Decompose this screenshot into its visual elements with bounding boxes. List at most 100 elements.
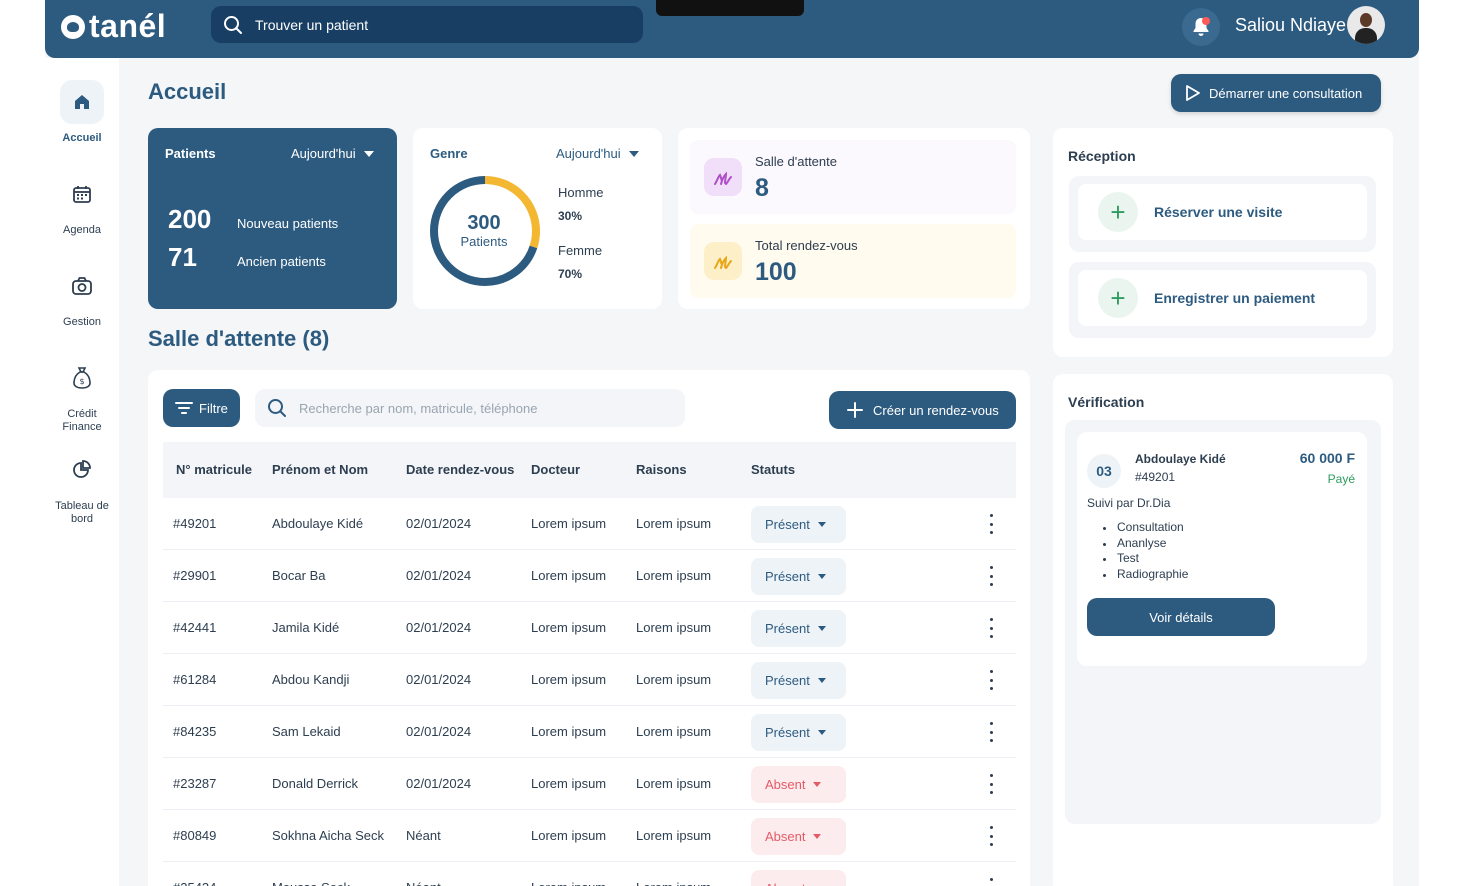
table-search-input[interactable]	[299, 400, 679, 416]
service-item: Consultation	[1101, 520, 1188, 536]
table-row[interactable]: #42441 Jamila Kidé 02/01/2024 Lorem ipsum Lo…	[163, 602, 1016, 654]
cell-matricule: #42441	[173, 620, 217, 635]
cell-name: Abdou Kandji	[272, 672, 350, 687]
table-row[interactable]: #25424 Moussa Seck Néant Lorem ipsum Lorem i…	[163, 862, 1016, 886]
cell-reason: Lorem ipsum	[636, 620, 712, 635]
sidebar: Accueil Agenda Gestion $ Crédit Finance …	[45, 58, 119, 886]
filter-button[interactable]: Filtre	[163, 389, 240, 427]
notifications-button[interactable]	[1182, 8, 1220, 46]
patients-period-select[interactable]: Aujourd'hui	[291, 146, 374, 161]
patients-card-title: Patients	[165, 146, 216, 161]
cell-doctor: Lorem ipsum	[531, 776, 607, 791]
sidebar-item-credit-finance[interactable]: $ Crédit Finance	[45, 356, 119, 434]
logo[interactable]: tanél	[61, 8, 166, 45]
sidebar-item-gestion[interactable]: Gestion	[45, 264, 119, 328]
column-header[interactable]: N° matricule	[176, 462, 253, 477]
verification-title: Vérification	[1068, 394, 1145, 410]
sidebar-item-agenda[interactable]: Agenda	[45, 172, 119, 236]
column-header[interactable]: Prénom et Nom	[272, 462, 369, 477]
cell-name: Jamila Kidé	[272, 620, 340, 635]
cell-matricule: #25424	[173, 880, 216, 886]
table-row[interactable]: #80849 Sokhna Aicha Seck Néant Lorem ipsum L…	[163, 810, 1016, 862]
table-row[interactable]: #23287 Donald Derrick 02/01/2024 Lorem ipsu…	[163, 758, 1016, 810]
sidebar-item-agenda-box	[60, 172, 104, 216]
avatar-body	[1355, 28, 1377, 44]
filter-icon	[175, 402, 193, 414]
column-header[interactable]: Raisons	[636, 462, 687, 477]
status-label: Absent	[765, 881, 805, 886]
cell-date: Néant	[406, 880, 441, 886]
old-patients-label: Ancien patients	[237, 254, 326, 269]
plus-icon: +	[1098, 192, 1138, 232]
sidebar-item-tableau-de-bord[interactable]: Tableau de bord	[45, 448, 119, 526]
verification-panel: 03 Abdoulaye Kidé #49201 60 000 F Payé S…	[1065, 420, 1381, 824]
more-options-icon[interactable]	[987, 722, 995, 742]
donut-arc-male	[430, 176, 540, 286]
register-payment-button[interactable]: + Enregistrer un paiement	[1078, 270, 1367, 326]
more-options-icon[interactable]	[987, 878, 995, 886]
patient-search-placeholder: Trouver un patient	[255, 16, 369, 33]
view-details-button[interactable]: Voir détails	[1087, 598, 1275, 636]
book-visit-button[interactable]: + Réserver une visite	[1078, 184, 1367, 240]
status-dropdown[interactable]: Absent	[751, 870, 846, 886]
donut-total-label: Patients	[460, 234, 508, 249]
appointments-stat: Total rendez-vous 100	[690, 224, 1016, 298]
table-row[interactable]: #29901 Bocar Ba 02/01/2024 Lorem ipsum Lorem…	[163, 550, 1016, 602]
sidebar-item-label: Accueil	[62, 132, 102, 144]
page-title: Accueil	[148, 79, 227, 104]
status-dropdown[interactable]: Présent	[751, 610, 846, 647]
status-dropdown[interactable]: Absent	[751, 818, 846, 855]
male-percent: 30%	[558, 209, 583, 223]
appointments-stat-icon-box	[704, 242, 742, 280]
sidebar-item-gestion-box	[60, 264, 104, 308]
patient-id: #49201	[1135, 470, 1176, 484]
cell-date: 02/01/2024	[406, 776, 472, 791]
logo-text: tanél	[89, 8, 167, 44]
status-label: Présent	[765, 517, 810, 532]
caret-down-icon	[628, 150, 639, 157]
status-label: Absent	[765, 777, 806, 792]
cell-name: Bocar Ba	[272, 568, 326, 583]
start-consultation-button[interactable]: Démarrer une consultation	[1171, 74, 1381, 112]
caret-down-icon	[817, 574, 826, 579]
caret-down-icon	[363, 150, 374, 157]
create-appointment-button[interactable]: Créer un rendez-vous	[829, 391, 1016, 429]
status-dropdown[interactable]: Absent	[751, 766, 846, 803]
more-options-icon[interactable]	[987, 566, 995, 586]
column-header[interactable]: Docteur	[531, 462, 581, 477]
table-row[interactable]: #84235 Sam Lekaid 02/01/2024 Lorem ipsum Lor…	[163, 706, 1016, 758]
male-label: Homme	[558, 185, 604, 200]
table-search[interactable]	[255, 389, 685, 427]
old-patients-count: 71	[168, 242, 197, 272]
status-dropdown[interactable]: Présent	[751, 662, 846, 699]
more-options-icon[interactable]	[987, 514, 995, 534]
status-dropdown[interactable]: Présent	[751, 506, 846, 543]
caret-down-icon	[813, 782, 822, 787]
genre-card-title: Genre	[430, 146, 468, 161]
status-dropdown[interactable]: Présent	[751, 558, 846, 595]
sidebar-item-label: Agenda	[63, 224, 101, 236]
avatar[interactable]	[1347, 6, 1385, 44]
table-row[interactable]: #61284 Abdou Kandji 02/01/2024 Lorem ipsum L…	[163, 654, 1016, 706]
more-options-icon[interactable]	[987, 774, 995, 794]
more-options-icon[interactable]	[987, 670, 995, 690]
appointments-label: Total rendez-vous	[755, 238, 858, 253]
reception-card: Réception + Réserver une visite + Enregi…	[1053, 128, 1393, 357]
waiting-room-title: Salle d'attente (8)	[148, 326, 330, 351]
more-options-icon[interactable]	[987, 618, 995, 638]
payment-amount: 60 000 F	[1299, 450, 1355, 466]
patient-search[interactable]: Trouver un patient	[211, 6, 643, 43]
column-header[interactable]: Date rendez-vous	[406, 462, 515, 477]
more-options-icon[interactable]	[987, 826, 995, 846]
column-header[interactable]: Statuts	[751, 462, 796, 477]
cell-doctor: Lorem ipsum	[531, 880, 606, 886]
genre-period-select[interactable]: Aujourd'hui	[556, 146, 639, 161]
table-row[interactable]: #49201 Abdoulaye Kidé 02/01/2024 Lorem ipsu…	[163, 498, 1016, 550]
cell-name: Sam Lekaid	[272, 724, 341, 739]
user-name[interactable]: Saliou Ndiaye	[1235, 15, 1347, 35]
svg-text:$: $	[79, 377, 84, 386]
status-dropdown[interactable]: Présent	[751, 714, 846, 751]
waiting-room-label: Salle d'attente	[755, 154, 837, 169]
sidebar-item-accueil[interactable]: Accueil	[45, 80, 119, 144]
cell-date: 02/01/2024	[406, 568, 472, 583]
